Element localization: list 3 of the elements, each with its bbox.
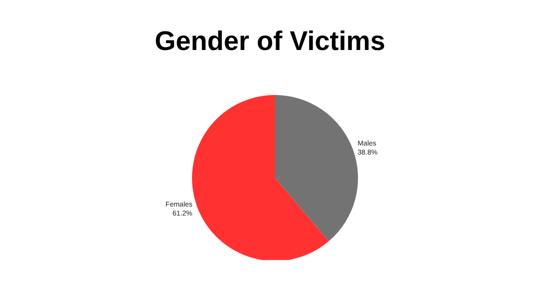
chart-title: Gender of Victims xyxy=(154,26,386,57)
pie-slice xyxy=(275,95,358,242)
pie-slice xyxy=(192,95,329,260)
